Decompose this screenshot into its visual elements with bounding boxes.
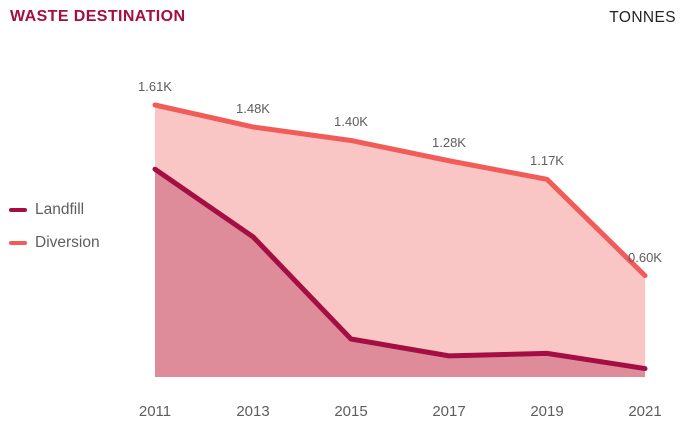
chart-title: WASTE DESTINATION xyxy=(10,8,186,25)
landfill-line[interactable] xyxy=(152,166,648,372)
legend-marker-diversion-icon xyxy=(9,241,27,245)
x-axis-label-2011: 2011 xyxy=(138,403,172,420)
x-axis-label-2013: 2013 xyxy=(236,403,270,420)
data-label-diversion-2015: 1.40K xyxy=(334,114,368,130)
legend-marker-landfill-icon xyxy=(9,208,27,212)
legend-label-diversion: Diversion xyxy=(35,234,100,251)
diversion-line[interactable] xyxy=(152,102,648,279)
legend-label-landfill: Landfill xyxy=(35,201,85,218)
landfill-area[interactable] xyxy=(155,169,645,377)
x-axis-label-2019: 2019 xyxy=(530,403,564,420)
legend-item-diversion[interactable]: Diversion xyxy=(9,234,100,252)
data-label-diversion-2017: 1.28K xyxy=(432,134,466,150)
legend-item-landfill[interactable]: Landfill xyxy=(9,201,100,219)
x-axis-label-2017: 2017 xyxy=(432,403,466,420)
data-label-diversion-2013: 1.48K xyxy=(236,100,270,116)
diversion-area[interactable] xyxy=(155,105,645,377)
legend: Landfill Diversion xyxy=(9,201,100,267)
unit-label: TONNES xyxy=(609,9,676,26)
data-label-diversion-2011: 1.61K xyxy=(138,79,172,94)
data-label-diversion-2019: 1.17K xyxy=(530,153,564,169)
x-axis-label-2021: 2021 xyxy=(628,403,662,420)
data-label-diversion-2021: 0.60K xyxy=(628,249,662,265)
x-axis-label-2015: 2015 xyxy=(334,403,368,420)
